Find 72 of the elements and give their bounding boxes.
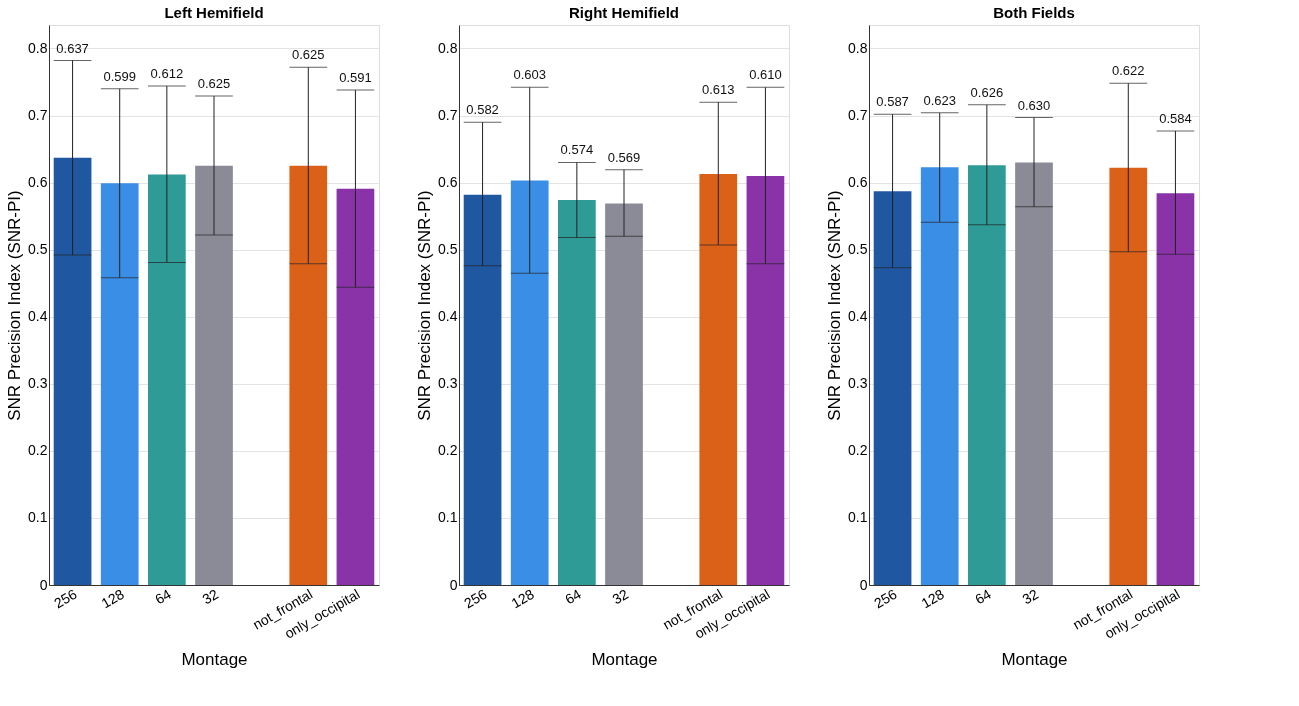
- y-tick-label: 0.8: [28, 39, 48, 56]
- y-tick-label: 0.2: [438, 442, 458, 459]
- annotation: 0.612: [150, 66, 184, 82]
- x-axis-title: Montage: [1001, 649, 1068, 669]
- y-tick-label: 0.3: [438, 375, 458, 392]
- y-tick-label: 0.2: [848, 442, 868, 459]
- annotation: 0.613: [702, 82, 735, 98]
- bar: [1015, 162, 1053, 585]
- annotation: 0.622: [1112, 63, 1145, 79]
- y-tick-label: 0.2: [28, 442, 48, 459]
- x-tick-label: 256: [461, 585, 490, 612]
- bar: [920, 167, 959, 585]
- x-tick-label: 128: [508, 585, 537, 612]
- y-tick-label: 0.3: [28, 375, 48, 392]
- y-tick-label: 0.4: [438, 308, 458, 325]
- annotation: 0.603: [513, 67, 546, 83]
- x-axis-title: Montage: [591, 649, 658, 669]
- bar: [1109, 167, 1148, 585]
- annotation: 0.587: [876, 94, 909, 110]
- y-tick-label: 0.7: [28, 107, 48, 124]
- annotation: 0.637: [56, 40, 89, 56]
- annotation: 0.626: [970, 84, 1004, 100]
- x-tick-label: 256: [871, 585, 900, 612]
- x-tick-label: 32: [199, 585, 222, 608]
- annotation: 0.623: [923, 92, 956, 108]
- annotation: 0.582: [466, 102, 499, 118]
- y-tick-label: 0.6: [28, 174, 48, 191]
- x-tick-label: 64: [562, 585, 585, 608]
- chart-title: Both Fields: [993, 4, 1075, 21]
- x-tick-label: 128: [98, 585, 127, 612]
- annotation: 0.574: [560, 142, 594, 158]
- y-axis-title: SNR Precision Index (SNR-PI): [415, 190, 435, 421]
- x-tick-label: 64: [972, 585, 995, 608]
- annotation: 0.584: [1159, 110, 1192, 126]
- y-tick-label: 0.7: [848, 107, 868, 124]
- annotation: 0.630: [1017, 97, 1051, 113]
- x-tick-label: 32: [1019, 585, 1042, 608]
- x-axis-title: Montage: [181, 649, 248, 669]
- y-tick-label: 0.4: [848, 308, 868, 325]
- annotation: 0.591: [339, 70, 372, 86]
- y-tick-label: 0: [39, 576, 48, 593]
- y-tick-label: 0.8: [438, 39, 458, 56]
- y-tick-label: 0.1: [848, 509, 868, 526]
- y-tick-label: 0.3: [848, 375, 868, 392]
- bar: [1156, 193, 1195, 585]
- annotation: 0.599: [103, 68, 136, 84]
- y-axis-title: SNR Precision Index (SNR-PI): [825, 190, 845, 421]
- annotation: 0.569: [607, 149, 641, 165]
- y-axis-title: SNR Precision Index (SNR-PI): [5, 190, 25, 421]
- chart-title: Left Hemifield: [164, 4, 264, 21]
- y-tick-label: 0.1: [438, 509, 458, 526]
- bar: [968, 165, 1006, 585]
- y-tick-label: 0: [449, 576, 458, 593]
- y-tick-label: 0.5: [438, 241, 458, 258]
- annotation: 0.610: [749, 67, 782, 83]
- annotation: 0.625: [197, 76, 231, 92]
- y-tick-label: 0.4: [28, 308, 48, 325]
- y-tick-label: 0.1: [28, 509, 48, 526]
- x-tick-label: 32: [609, 585, 632, 608]
- y-tick-label: 0.8: [848, 39, 868, 56]
- y-tick-label: 0.6: [848, 174, 868, 191]
- y-tick-label: 0: [859, 576, 868, 593]
- x-tick-label: 256: [51, 585, 80, 612]
- y-tick-label: 0.7: [438, 107, 458, 124]
- x-tick-label: 64: [152, 585, 175, 608]
- y-tick-label: 0.5: [848, 241, 868, 258]
- bar: [873, 191, 912, 585]
- annotation: 0.625: [292, 47, 325, 63]
- y-tick-label: 0.5: [28, 241, 48, 258]
- chart-title: Right Hemifield: [568, 4, 680, 21]
- y-tick-label: 0.6: [438, 174, 458, 191]
- x-tick-label: 128: [918, 585, 947, 612]
